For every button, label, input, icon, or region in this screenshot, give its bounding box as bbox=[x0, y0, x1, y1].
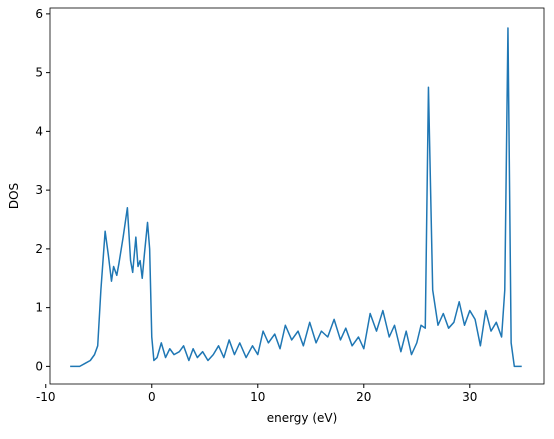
y-tick-label: 4 bbox=[35, 124, 43, 138]
y-tick-label: 1 bbox=[35, 301, 43, 315]
x-axis-label: energy (eV) bbox=[267, 411, 338, 425]
x-tick-label: 20 bbox=[356, 390, 371, 404]
x-tick-label: 0 bbox=[148, 390, 156, 404]
x-tick-label: 10 bbox=[250, 390, 265, 404]
y-tick-label: 3 bbox=[35, 183, 43, 197]
plot-frame bbox=[49, 7, 545, 385]
y-tick-label: 2 bbox=[35, 242, 43, 256]
x-tick-label: -10 bbox=[36, 390, 56, 404]
x-tick-label: 30 bbox=[462, 390, 477, 404]
y-tick-label: 6 bbox=[35, 7, 43, 21]
data-line bbox=[70, 27, 522, 368]
y-tick-label: 5 bbox=[35, 66, 43, 80]
y-axis-label: DOS bbox=[7, 183, 21, 209]
y-tick-label: 0 bbox=[35, 359, 43, 373]
